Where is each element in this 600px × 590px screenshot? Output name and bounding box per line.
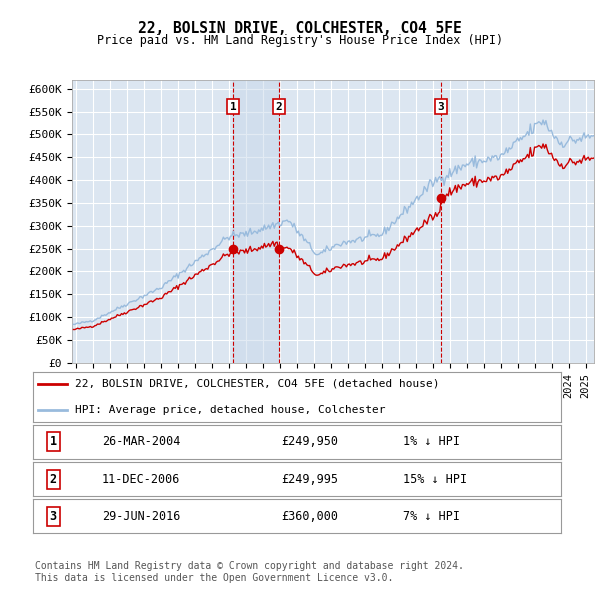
Text: 1% ↓ HPI: 1% ↓ HPI [403, 435, 460, 448]
Text: 22, BOLSIN DRIVE, COLCHESTER, CO4 5FE: 22, BOLSIN DRIVE, COLCHESTER, CO4 5FE [138, 21, 462, 35]
Text: £249,995: £249,995 [281, 473, 338, 486]
Text: 29-JUN-2016: 29-JUN-2016 [101, 510, 180, 523]
Text: 1: 1 [230, 101, 236, 112]
Text: 11-DEC-2006: 11-DEC-2006 [101, 473, 180, 486]
Text: 1: 1 [50, 435, 56, 448]
Bar [233, 80, 279, 363]
Text: 2: 2 [50, 473, 56, 486]
Text: 15% ↓ HPI: 15% ↓ HPI [403, 473, 467, 486]
Text: HPI: Average price, detached house, Colchester: HPI: Average price, detached house, Colc… [75, 405, 386, 415]
Text: £249,950: £249,950 [281, 435, 338, 448]
Text: 3: 3 [437, 101, 445, 112]
Text: 7% ↓ HPI: 7% ↓ HPI [403, 510, 460, 523]
Text: 26-MAR-2004: 26-MAR-2004 [101, 435, 180, 448]
Text: 3: 3 [50, 510, 56, 523]
Text: £360,000: £360,000 [281, 510, 338, 523]
Text: Price paid vs. HM Land Registry's House Price Index (HPI): Price paid vs. HM Land Registry's House … [97, 34, 503, 47]
Text: 22, BOLSIN DRIVE, COLCHESTER, CO4 5FE (detached house): 22, BOLSIN DRIVE, COLCHESTER, CO4 5FE (d… [75, 379, 440, 389]
Text: 2: 2 [275, 101, 283, 112]
Text: Contains HM Land Registry data © Crown copyright and database right 2024.
This d: Contains HM Land Registry data © Crown c… [35, 561, 464, 583]
